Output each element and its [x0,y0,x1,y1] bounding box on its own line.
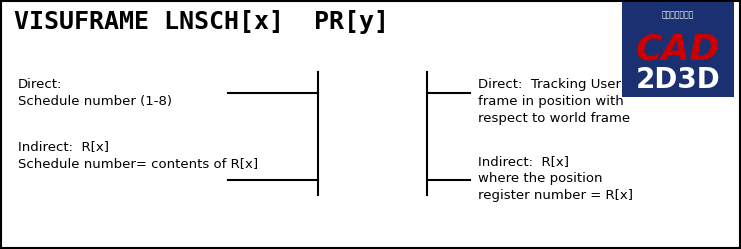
Text: where the position: where the position [478,172,602,185]
Text: Direct:  Tracking User: Direct: Tracking User [478,78,621,91]
Bar [622,2,734,97]
Text: register number = R[x]: register number = R[x] [478,189,633,202]
Text: Schedule number (1-8): Schedule number (1-8) [18,95,172,108]
Text: VISUFRAME LNSCH[x]  PR[y]: VISUFRAME LNSCH[x] PR[y] [14,10,389,34]
Text: Schedule number= contents of R[x]: Schedule number= contents of R[x] [18,157,258,170]
Text: respect to world frame: respect to world frame [478,112,630,125]
Text: frame in position with: frame in position with [478,95,624,108]
Text: Direct:: Direct: [18,78,62,91]
Text: CAD: CAD [636,33,720,67]
Text: 工业自动化专家: 工业自动化专家 [662,10,694,19]
Text: Indirect:  R[x]: Indirect: R[x] [18,140,109,153]
Text: 2D3D: 2D3D [636,66,720,94]
Text: Indirect:  R[x]: Indirect: R[x] [478,155,569,168]
